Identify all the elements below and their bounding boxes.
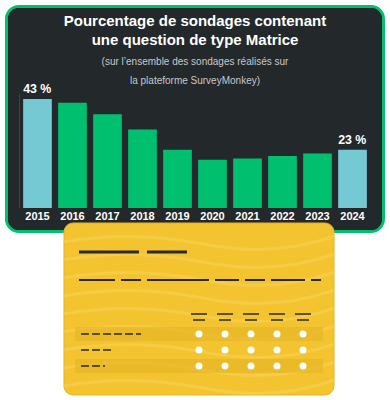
svg-text:2019: 2019 <box>165 210 189 222</box>
svg-text:2021: 2021 <box>235 210 259 222</box>
svg-text:43 %: 43 % <box>23 82 51 96</box>
svg-text:2017: 2017 <box>95 210 119 222</box>
svg-text:2023: 2023 <box>305 210 329 222</box>
svg-text:2020: 2020 <box>200 210 224 222</box>
svg-text:23 %: 23 % <box>338 133 366 147</box>
svg-text:2024: 2024 <box>340 210 365 222</box>
svg-text:2016: 2016 <box>60 210 84 222</box>
svg-text:2018: 2018 <box>130 210 154 222</box>
svg-text:2015: 2015 <box>25 210 49 222</box>
svg-text:Pourcentage de sondages conten: Pourcentage de sondages contenantune que… <box>64 12 327 87</box>
svg-text:2022: 2022 <box>270 210 294 222</box>
